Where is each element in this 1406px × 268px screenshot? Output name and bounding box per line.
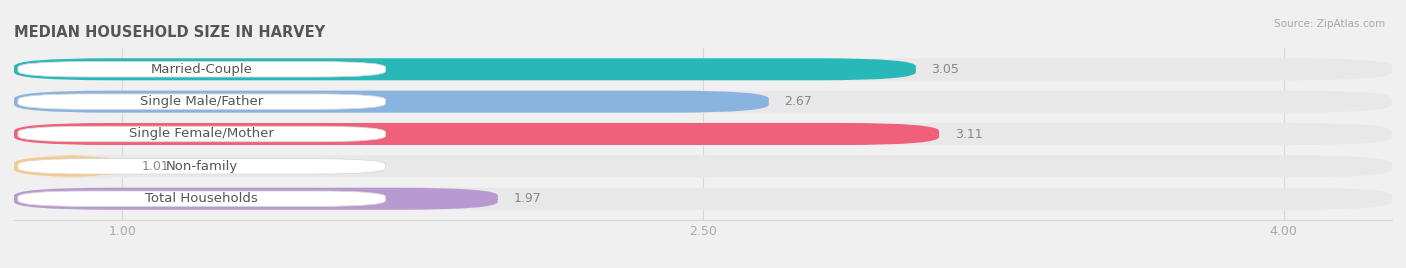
Text: 1.97: 1.97 (513, 192, 541, 205)
Text: 2.67: 2.67 (785, 95, 813, 108)
FancyBboxPatch shape (14, 91, 769, 113)
Text: MEDIAN HOUSEHOLD SIZE IN HARVEY: MEDIAN HOUSEHOLD SIZE IN HARVEY (14, 25, 325, 40)
FancyBboxPatch shape (18, 62, 385, 77)
FancyBboxPatch shape (14, 123, 939, 145)
FancyBboxPatch shape (14, 91, 1392, 113)
FancyBboxPatch shape (14, 58, 1392, 80)
FancyBboxPatch shape (18, 94, 385, 109)
FancyBboxPatch shape (18, 126, 385, 142)
Text: Single Female/Mother: Single Female/Mother (129, 128, 274, 140)
Text: Married-Couple: Married-Couple (150, 63, 253, 76)
FancyBboxPatch shape (14, 123, 1392, 145)
Text: 3.11: 3.11 (955, 128, 983, 140)
FancyBboxPatch shape (14, 188, 498, 210)
Text: 3.05: 3.05 (931, 63, 959, 76)
FancyBboxPatch shape (14, 188, 1392, 210)
Text: Non-family: Non-family (166, 160, 238, 173)
FancyBboxPatch shape (14, 58, 915, 80)
Text: Total Households: Total Households (145, 192, 259, 205)
FancyBboxPatch shape (18, 159, 385, 174)
Text: Source: ZipAtlas.com: Source: ZipAtlas.com (1274, 19, 1385, 29)
Text: Single Male/Father: Single Male/Father (141, 95, 263, 108)
FancyBboxPatch shape (14, 155, 127, 177)
Text: 1.01: 1.01 (142, 160, 170, 173)
FancyBboxPatch shape (14, 155, 1392, 177)
FancyBboxPatch shape (18, 191, 385, 206)
